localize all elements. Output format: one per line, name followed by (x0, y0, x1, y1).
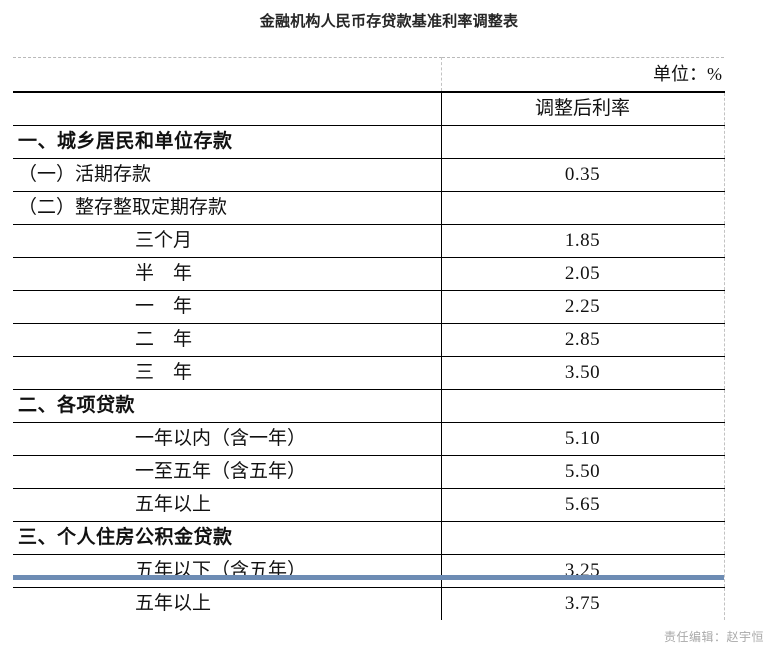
row-label: （二）整存整取定期存款 (13, 191, 442, 225)
table-row: 一、城乡居民和单位存款 (13, 125, 725, 159)
row-label: 五年以上 (13, 587, 442, 620)
table-row: 一年以内（含一年） 5.10 (13, 422, 725, 456)
table-row: 二、各项贷款 (13, 389, 725, 423)
row-value: 2.05 (441, 257, 725, 291)
row-value (441, 125, 725, 159)
row-label: 三、个人住房公积金贷款 (13, 521, 442, 555)
row-value: 2.85 (441, 323, 725, 357)
page-title: 金融机构人民币存贷款基准利率调整表 (259, 13, 519, 30)
row-label: 二 年 (13, 323, 442, 357)
row-value: 1.85 (441, 224, 725, 258)
row-label: 三个月 (13, 224, 442, 258)
row-value: 3.25 (441, 554, 725, 588)
row-label: 一年以内（含一年） (13, 422, 442, 456)
column-header-adjusted-rate: 调整后利率 (441, 92, 725, 126)
row-value: 3.75 (441, 587, 725, 620)
row-value (441, 521, 725, 555)
table-row: 二 年 2.85 (13, 323, 725, 357)
row-value: 5.10 (441, 422, 725, 456)
row-value: 0.35 (441, 158, 725, 192)
row-value (441, 191, 725, 225)
row-label: 一 年 (13, 290, 442, 324)
table-body: 单位：% 调整后利率 一、城乡居民和单位存款 （一）活期存款 0.35 （二）整… (13, 57, 725, 620)
accent-divider (13, 575, 724, 580)
row-value: 3.50 (441, 356, 725, 390)
table-header-row: 调整后利率 (13, 92, 725, 126)
row-label: （一）活期存款 (13, 158, 442, 192)
unit-note-spacer (13, 57, 442, 93)
table-row: （二）整存整取定期存款 (13, 191, 725, 225)
row-label: 二、各项贷款 (13, 389, 442, 423)
editor-credit: 责任编辑：赵宇恒 (663, 630, 764, 644)
table-row: 三 年 3.50 (13, 356, 725, 390)
table-row: 一至五年（含五年） 5.50 (13, 455, 725, 489)
row-label: 半 年 (13, 257, 442, 291)
row-value: 2.25 (441, 290, 725, 324)
rate-table-container: 单位：% 调整后利率 一、城乡居民和单位存款 （一）活期存款 0.35 （二）整… (13, 57, 725, 620)
table-row: 三、个人住房公积金贷款 (13, 521, 725, 555)
row-value (441, 389, 725, 423)
unit-note-row: 单位：% (13, 57, 724, 93)
column-header-label (13, 92, 442, 126)
table-row: 一 年 2.25 (13, 290, 725, 324)
row-value: 5.65 (441, 488, 725, 522)
row-label: 三 年 (13, 356, 442, 390)
table-row: 五年以下（含五年） 3.25 (13, 554, 725, 588)
table-row: 五年以上 3.75 (13, 587, 725, 620)
table-row: 半 年 2.05 (13, 257, 725, 291)
unit-note: 单位：% (441, 57, 724, 93)
interest-rate-table: 单位：% 调整后利率 一、城乡居民和单位存款 （一）活期存款 0.35 （二）整… (13, 57, 725, 620)
table-row: （一）活期存款 0.35 (13, 158, 725, 192)
row-label: 五年以上 (13, 488, 442, 522)
row-label: 一、城乡居民和单位存款 (13, 125, 442, 159)
row-label: 五年以下（含五年） (13, 554, 442, 588)
row-label: 一至五年（含五年） (13, 455, 442, 489)
table-row: 五年以上 5.65 (13, 488, 725, 522)
row-value: 5.50 (441, 455, 725, 489)
table-row: 三个月 1.85 (13, 224, 725, 258)
